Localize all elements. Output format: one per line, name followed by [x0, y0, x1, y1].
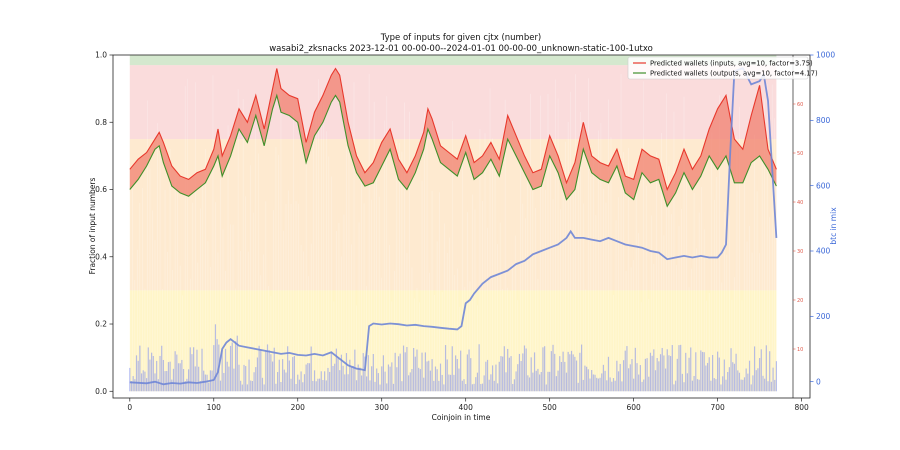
- chart-title: Type of inputs for given cjtx (number): [380, 33, 542, 43]
- right-tick-label: 0: [816, 377, 821, 386]
- right-tick-label: 600: [816, 181, 831, 190]
- series-line-inputs: [129, 67, 777, 192]
- middle-tick-label: 10: [797, 347, 803, 353]
- series-line-outputs: [129, 93, 777, 208]
- x-tick-label: 700: [710, 403, 725, 412]
- series-gap-area: [129, 68, 777, 207]
- y-tick-label: 0.0: [95, 387, 107, 396]
- right-tick-label: 200: [816, 312, 831, 321]
- x-tick-label: 400: [459, 403, 474, 412]
- series-layer: [129, 66, 778, 386]
- middle-tick-label: 30: [797, 249, 803, 255]
- legend-box: [627, 56, 809, 80]
- x-tick-label: 200: [291, 403, 306, 412]
- x-axis-ticks: 0 100 200 300 400 500 600 700 800: [127, 398, 809, 412]
- middle-tick-label: 20: [797, 298, 803, 304]
- middle-tick-label: 60: [797, 102, 803, 108]
- right-tick-label: 400: [816, 247, 831, 256]
- right-tick-label: 800: [816, 116, 831, 125]
- right-axis-label: btc in mix: [829, 207, 838, 245]
- x-tick-label: 800: [794, 403, 809, 412]
- x-tick-label: 500: [543, 403, 558, 412]
- x-tick-label: 100: [207, 403, 222, 412]
- y-axis-ticks: 0.0 0.2 0.4 0.6 0.8 1.0: [95, 51, 113, 396]
- middle-axis-ticks: 10 20 30 40 50 60: [793, 102, 803, 353]
- background-band-green: [129, 55, 777, 66]
- y-tick-label: 1.0: [95, 51, 107, 60]
- x-tick-label: 300: [375, 403, 390, 412]
- chart-subtitle: wasabi2_zksnacks 2023-12-01 00-00-00--20…: [269, 44, 653, 54]
- legend-label-outputs: Predicted wallets (outputs, avg=10, fact…: [650, 70, 818, 78]
- right-tick-label: 1000: [816, 51, 835, 60]
- y-axis-label: Fraction of input numbers: [88, 178, 97, 275]
- y-tick-label: 0.2: [95, 320, 107, 329]
- y-tick-label: 0.6: [95, 185, 107, 194]
- middle-tick-label: 50: [797, 151, 803, 157]
- legend-label-inputs: Predicted wallets (inputs, avg=10, facto…: [650, 60, 813, 68]
- middle-tick-label: 40: [797, 200, 803, 206]
- background-bands: [113, 55, 810, 398]
- y-tick-label: 0.8: [95, 118, 107, 127]
- legend: Predicted wallets (inputs, avg=10, facto…: [627, 56, 818, 80]
- right-axis-ticks: 0 200 400 600 800 1000: [810, 51, 835, 386]
- x-axis-label: Coinjoin in time: [432, 413, 491, 422]
- series-line-btc: [129, 66, 778, 386]
- x-tick-label: 600: [626, 403, 641, 412]
- x-tick-label: 0: [127, 403, 132, 412]
- plot-frame: [112, 54, 811, 399]
- y-tick-label: 0.4: [95, 252, 107, 261]
